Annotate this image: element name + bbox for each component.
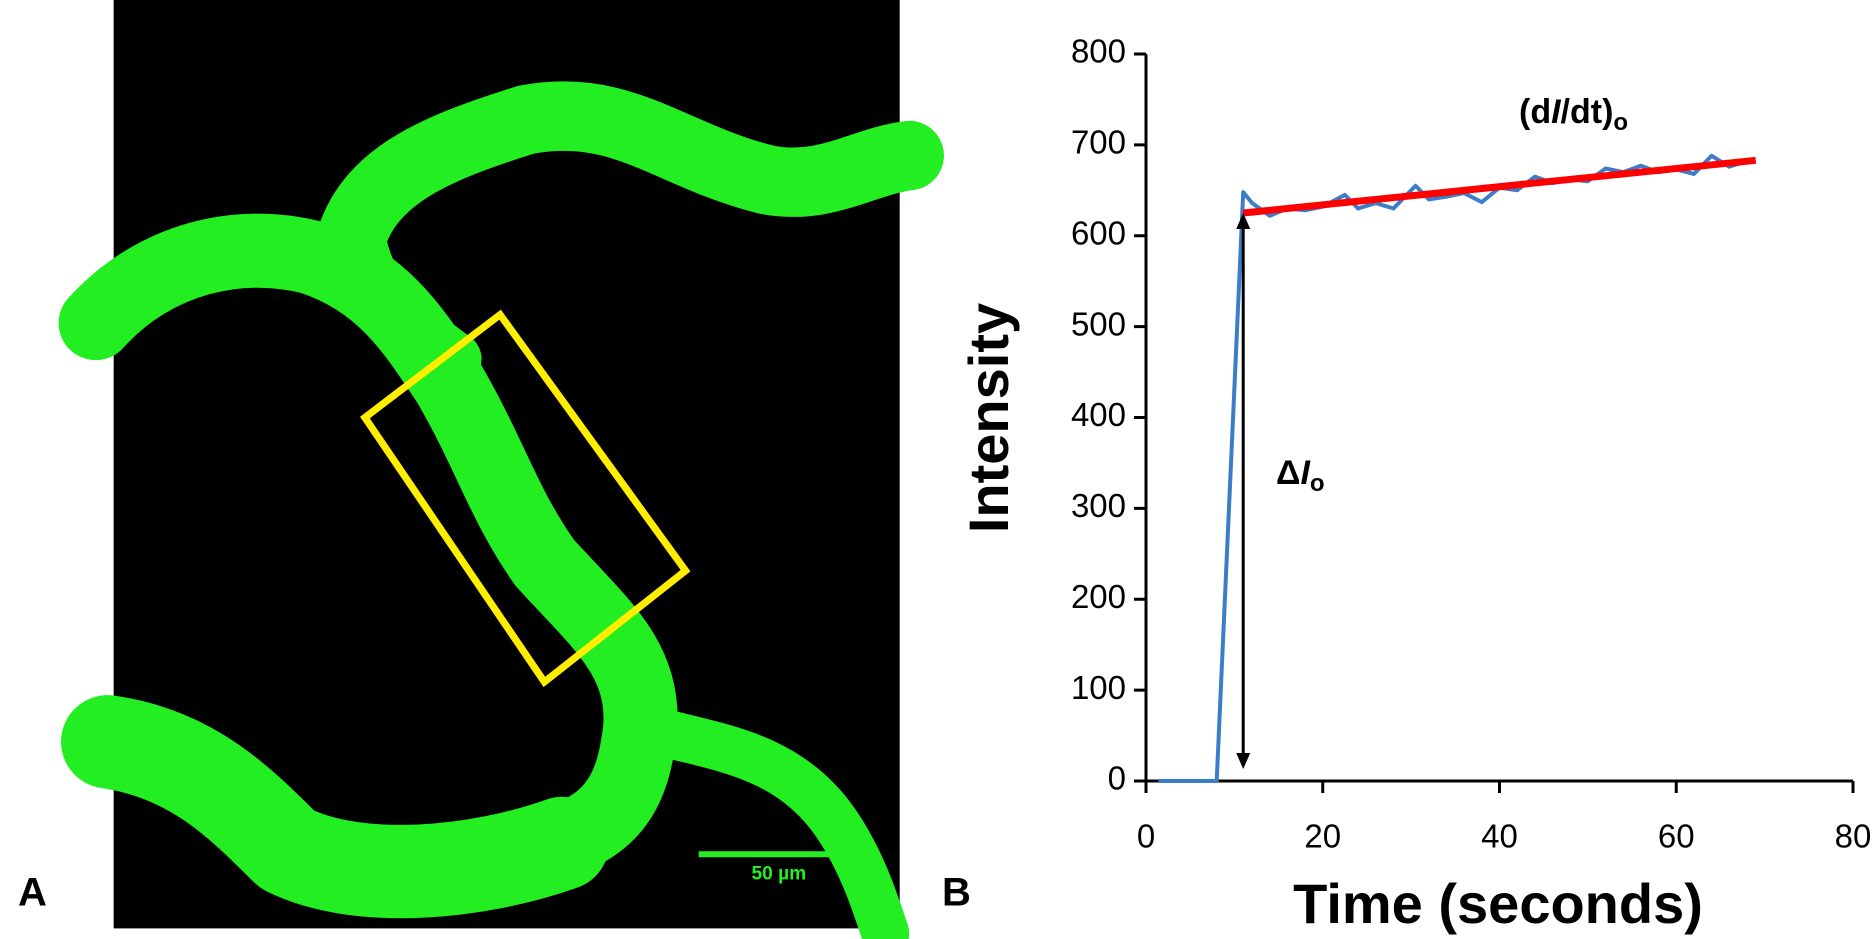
annotation-part: /dt) bbox=[1561, 93, 1614, 131]
scale-bar-label: 50 µm bbox=[752, 864, 807, 885]
micrograph: 50 µm bbox=[58, 0, 944, 939]
y-tick-label: 600 bbox=[1071, 214, 1126, 251]
x-tick-label: 60 bbox=[1658, 818, 1695, 855]
annotation-part: (d bbox=[1519, 93, 1551, 131]
x-tick-label: 0 bbox=[1137, 818, 1155, 855]
series-line bbox=[1242, 156, 1757, 217]
annotation-part: o bbox=[1310, 470, 1325, 497]
series-line bbox=[1158, 153, 1748, 783]
arrow-head bbox=[1236, 753, 1251, 769]
roi-box bbox=[360, 309, 691, 688]
y-tick-label: 800 bbox=[1071, 33, 1126, 70]
panel-label: B bbox=[942, 871, 971, 915]
y-tick-label: 400 bbox=[1071, 396, 1126, 433]
x-axis-title: Time (seconds) bbox=[1293, 872, 1703, 935]
arrow-head bbox=[1236, 213, 1251, 230]
y-axis-title: Intensity bbox=[957, 303, 1020, 533]
annotation: ΔIo bbox=[1276, 454, 1325, 497]
annotation-part: I bbox=[1300, 454, 1311, 492]
annotation-part: o bbox=[1613, 109, 1628, 136]
x-tick-label: 40 bbox=[1481, 818, 1518, 855]
x-tick-label: 20 bbox=[1304, 818, 1341, 855]
x-tick-label: 80 bbox=[1835, 818, 1872, 855]
y-tick-label: 300 bbox=[1071, 487, 1126, 524]
y-tick-label: 0 bbox=[1108, 760, 1126, 797]
y-tick-label: 200 bbox=[1071, 578, 1126, 615]
annotation-part: Δ bbox=[1276, 454, 1300, 492]
vessels bbox=[58, 81, 944, 939]
annotation-part: I bbox=[1551, 93, 1562, 131]
y-tick-label: 700 bbox=[1071, 124, 1126, 161]
annotation: (dI/dt)o bbox=[1519, 93, 1628, 136]
y-tick-label: 500 bbox=[1071, 305, 1126, 342]
y-tick-label: 100 bbox=[1071, 669, 1126, 706]
panel-label: A bbox=[18, 871, 47, 915]
